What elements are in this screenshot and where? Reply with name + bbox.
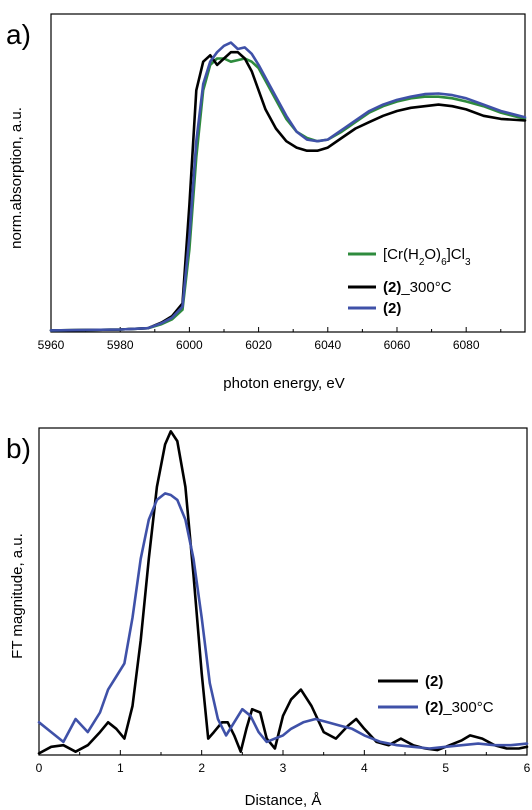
- series-line-2: [49, 50, 527, 332]
- x-tick-label: 5980: [107, 338, 134, 352]
- x-tick-label: 6060: [384, 338, 411, 352]
- legend-label-3: (2): [383, 300, 401, 317]
- x-tick-label: 5960: [38, 338, 65, 352]
- x-tick-label: 4: [361, 761, 368, 775]
- panel-a-ticks: 5960 5980 6000 6020 6040 6060 6080: [38, 327, 502, 352]
- panel-a: a) 5960 5980 6000 6020 6040 6060 6080 photon e…: [6, 13, 527, 392]
- plot-frame: [50, 13, 526, 333]
- panel-a-legend: [Cr(H2O)6]Cl3 (2)_300°C (2): [348, 246, 471, 317]
- x-tick-label: 2: [198, 761, 205, 775]
- x-tick-label: 6: [524, 761, 531, 775]
- panel-b-x-axis-label: Distance, Å: [245, 792, 322, 809]
- panel-a-series: [49, 41, 527, 332]
- x-tick-label: 6020: [245, 338, 272, 352]
- panel-b-series: [37, 430, 529, 755]
- x-tick-label: 0: [36, 761, 43, 775]
- panel-b-legend: (2) (2)_300°C: [378, 673, 494, 716]
- panel-a-x-axis-label: photon energy, eV: [223, 375, 344, 392]
- panel-b-y-axis-label: FT magnitude, a.u.: [9, 533, 26, 659]
- x-tick-label: 6080: [453, 338, 480, 352]
- x-tick-label: 5: [442, 761, 449, 775]
- panel-b: b) 0 1 2 3 4 5 6 Distance, Å FT magnitude, a.u…: [6, 427, 531, 809]
- legend-label-2: (2)_300°C: [425, 699, 494, 716]
- series-line-2: [37, 492, 529, 750]
- legend-label-1: [Cr(H2O)6]Cl3: [383, 246, 471, 268]
- panel-a-axes: [50, 13, 526, 333]
- x-tick-label: 3: [280, 761, 287, 775]
- panel-b-ticks: 0 1 2 3 4 5 6: [36, 750, 531, 775]
- panel-b-label: b): [6, 433, 31, 464]
- legend-label-2: (2)_300°C: [383, 279, 452, 296]
- series-line-3: [49, 41, 527, 332]
- x-tick-label: 6000: [176, 338, 203, 352]
- series-line-1: [49, 57, 527, 332]
- panel-a-y-axis-label: norm.absorption, a.u.: [8, 107, 25, 249]
- panel-a-label: a): [6, 19, 31, 50]
- x-tick-label: 1: [117, 761, 124, 775]
- legend-label-1: (2): [425, 673, 443, 690]
- x-tick-label: 6040: [314, 338, 341, 352]
